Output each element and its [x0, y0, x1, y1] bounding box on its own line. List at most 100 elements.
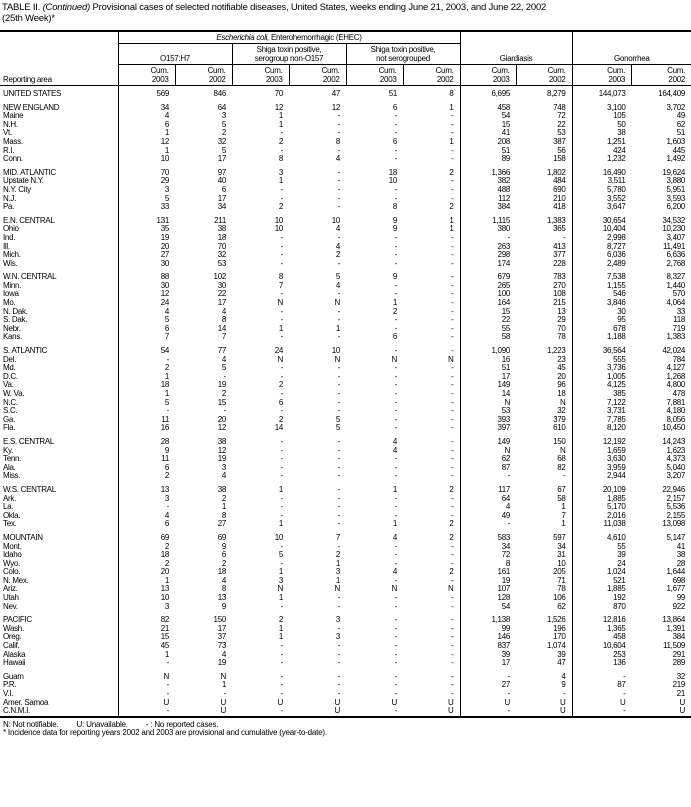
cell-value: 15	[117, 633, 175, 643]
cell-value: -	[232, 707, 289, 718]
cell-value: 34	[217, 202, 227, 212]
cell-value: -	[394, 241, 398, 251]
cell-value: 1	[278, 484, 283, 494]
shiga2-line2: not serogrouped	[376, 54, 430, 63]
cell-value: 4,125	[571, 381, 632, 390]
cell-value: -	[337, 119, 341, 129]
cell-value: -	[451, 436, 454, 446]
cell-value: 289	[672, 658, 686, 668]
cell-value: -	[451, 462, 454, 472]
table-row: E.S. CENTRAL 28 38- -4-149 150 12,192 14,243	[0, 436, 691, 447]
cell-value: 102	[213, 272, 227, 282]
cell-value: 51	[676, 128, 686, 138]
cell-value: 2,944	[571, 472, 632, 481]
area-name: NEW ENGLAND	[3, 102, 60, 112]
cell-value: 8,056	[666, 414, 686, 424]
cell-value: 10,230	[662, 224, 686, 234]
cell-value: 9	[221, 541, 226, 551]
cell-value: 2	[335, 550, 340, 560]
cell-value: 1,526	[546, 615, 566, 625]
cell-value: 5	[221, 119, 226, 129]
cell-value: 8	[335, 136, 340, 146]
cell-value: 13	[217, 593, 227, 603]
cell-value: 2	[117, 559, 175, 569]
cell-value: 1,677	[666, 584, 686, 594]
cell-value: 9	[561, 680, 566, 690]
cell-value: 270	[553, 280, 566, 290]
cell-value: 1,223	[546, 346, 566, 356]
year-label: 2002	[208, 75, 226, 84]
cell-value: 1,365	[571, 624, 632, 634]
cell-value: 14	[459, 389, 516, 399]
cell-value: -	[280, 558, 284, 568]
cell-value: 8,727	[571, 242, 632, 252]
cell-value: -	[394, 380, 398, 390]
cell-value: 87	[459, 463, 516, 473]
group-spacer	[0, 342, 691, 348]
cell-value: 679	[459, 273, 516, 282]
cell-value: 28	[117, 437, 175, 447]
spacer-cell	[117, 342, 175, 348]
cell-value: -	[451, 380, 454, 390]
table-row: N.Y. City 3 6- - - -488 690 5,780 5,951	[0, 184, 691, 195]
cell-value: 1	[117, 129, 175, 138]
cell-value: 379	[553, 414, 566, 424]
cell-value: 5	[278, 550, 283, 560]
cell-value: -	[280, 445, 284, 455]
cell-value: 5,170	[571, 503, 632, 512]
table-row: S. ATLANTIC 54 77 24 10- -1,090 1,223 36,564 42,…	[0, 346, 691, 356]
cell-value: 13	[117, 585, 175, 595]
spacer-cell	[117, 211, 175, 217]
cell-value: 4	[392, 445, 397, 455]
cell-value: 1	[561, 502, 566, 512]
spacer-cell	[571, 667, 632, 673]
cell-value: -	[337, 184, 341, 194]
area-name: Alaska	[3, 649, 26, 659]
cell-value: -	[337, 128, 341, 138]
cell-value: -	[394, 154, 398, 164]
cell-value: 34	[459, 542, 516, 552]
table-row: C.N.M.I. - U - U - U - U - U	[0, 707, 691, 718]
cell-value: 149	[459, 437, 516, 447]
cell-value: 33	[117, 203, 175, 212]
cell-value: 2	[221, 558, 226, 568]
area-name: Mich.	[3, 250, 21, 260]
cell-value: N	[277, 584, 284, 594]
cell-value: -	[394, 323, 398, 333]
cell-value: 7,538	[571, 273, 632, 282]
table-row: P.R. -1- - - -27 9 87 219	[0, 681, 691, 690]
cum-label: Cum.	[667, 66, 686, 75]
table-row: Va. 18 19 2- - -149 96 4,125 4,800	[0, 381, 691, 390]
cell-value: 3	[335, 567, 340, 577]
area-name: Fla.	[3, 423, 16, 433]
spacer-cell	[117, 98, 175, 104]
cell-value: 1,074	[546, 641, 566, 651]
table-row: W.N. CENTRAL 88 102 8 5 9 -679 783 7,538 8,327	[0, 273, 691, 282]
area-name: Md.	[3, 363, 16, 373]
table-row: S. Dak. 5 8- - - -22 29 95 118	[0, 316, 691, 325]
cell-value: 170	[553, 632, 566, 642]
cell-value: 1,115	[459, 216, 516, 226]
cell-value: 1,090	[459, 346, 516, 356]
cell-value: 39	[571, 550, 632, 560]
cell-value: 23	[557, 354, 566, 364]
table-row: N.C. 5 15 6- - - N N 7,122 7,881	[0, 398, 691, 408]
cell-value: 597	[553, 532, 566, 542]
cell-value: 55	[571, 542, 632, 552]
cell-value: -	[394, 502, 398, 512]
cell-value: -	[394, 389, 398, 398]
table-row: Ill. 20 70-4- -263 413 8,727 11,491	[0, 241, 691, 252]
cell-value: -	[280, 493, 284, 503]
cell-value: 1,391	[666, 623, 686, 633]
cell-value: 70	[117, 168, 175, 178]
cell-value: -	[337, 145, 341, 155]
cell-value: 1,024	[571, 568, 632, 577]
cell-value: -	[394, 371, 398, 381]
cell-value: -	[280, 658, 284, 668]
cell-value: 698	[672, 575, 686, 585]
cell-value: 17	[217, 298, 227, 308]
cell-value: -	[394, 632, 398, 642]
cell-value: 8	[278, 272, 283, 282]
cell-value: 20,109	[571, 485, 632, 495]
cell-value: 38	[217, 484, 227, 494]
